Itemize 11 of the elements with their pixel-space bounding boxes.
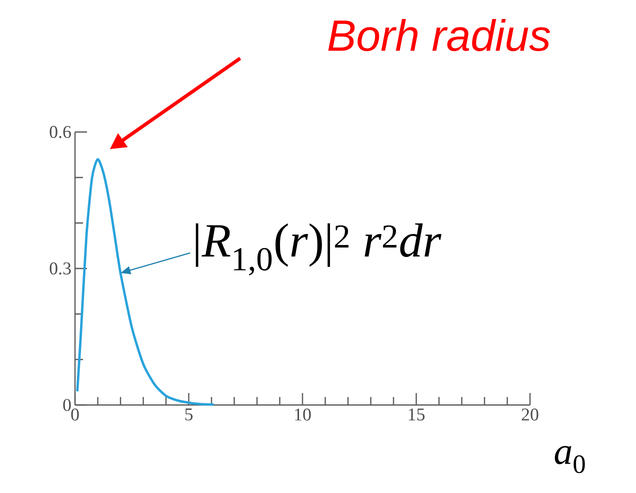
x-tick-label: 15 xyxy=(408,408,425,421)
y-tick-label: 0.6 xyxy=(50,126,71,138)
x-tick-label: 10 xyxy=(295,408,311,421)
y-tick-label: 0 xyxy=(63,398,71,412)
x-axis-title: a$_{0}$ xyxy=(554,446,585,474)
text: |R$_{1,0}$(r)|$^{2}$ r$^{2}$dr xyxy=(196,223,442,276)
x-tick-label: 5 xyxy=(185,408,193,420)
x-tick-label: 20 xyxy=(522,408,538,421)
x-tick-label: 0 xyxy=(71,408,79,421)
y-tick-label: 0.3 xyxy=(50,262,71,275)
text: Borh radius xyxy=(328,18,550,52)
